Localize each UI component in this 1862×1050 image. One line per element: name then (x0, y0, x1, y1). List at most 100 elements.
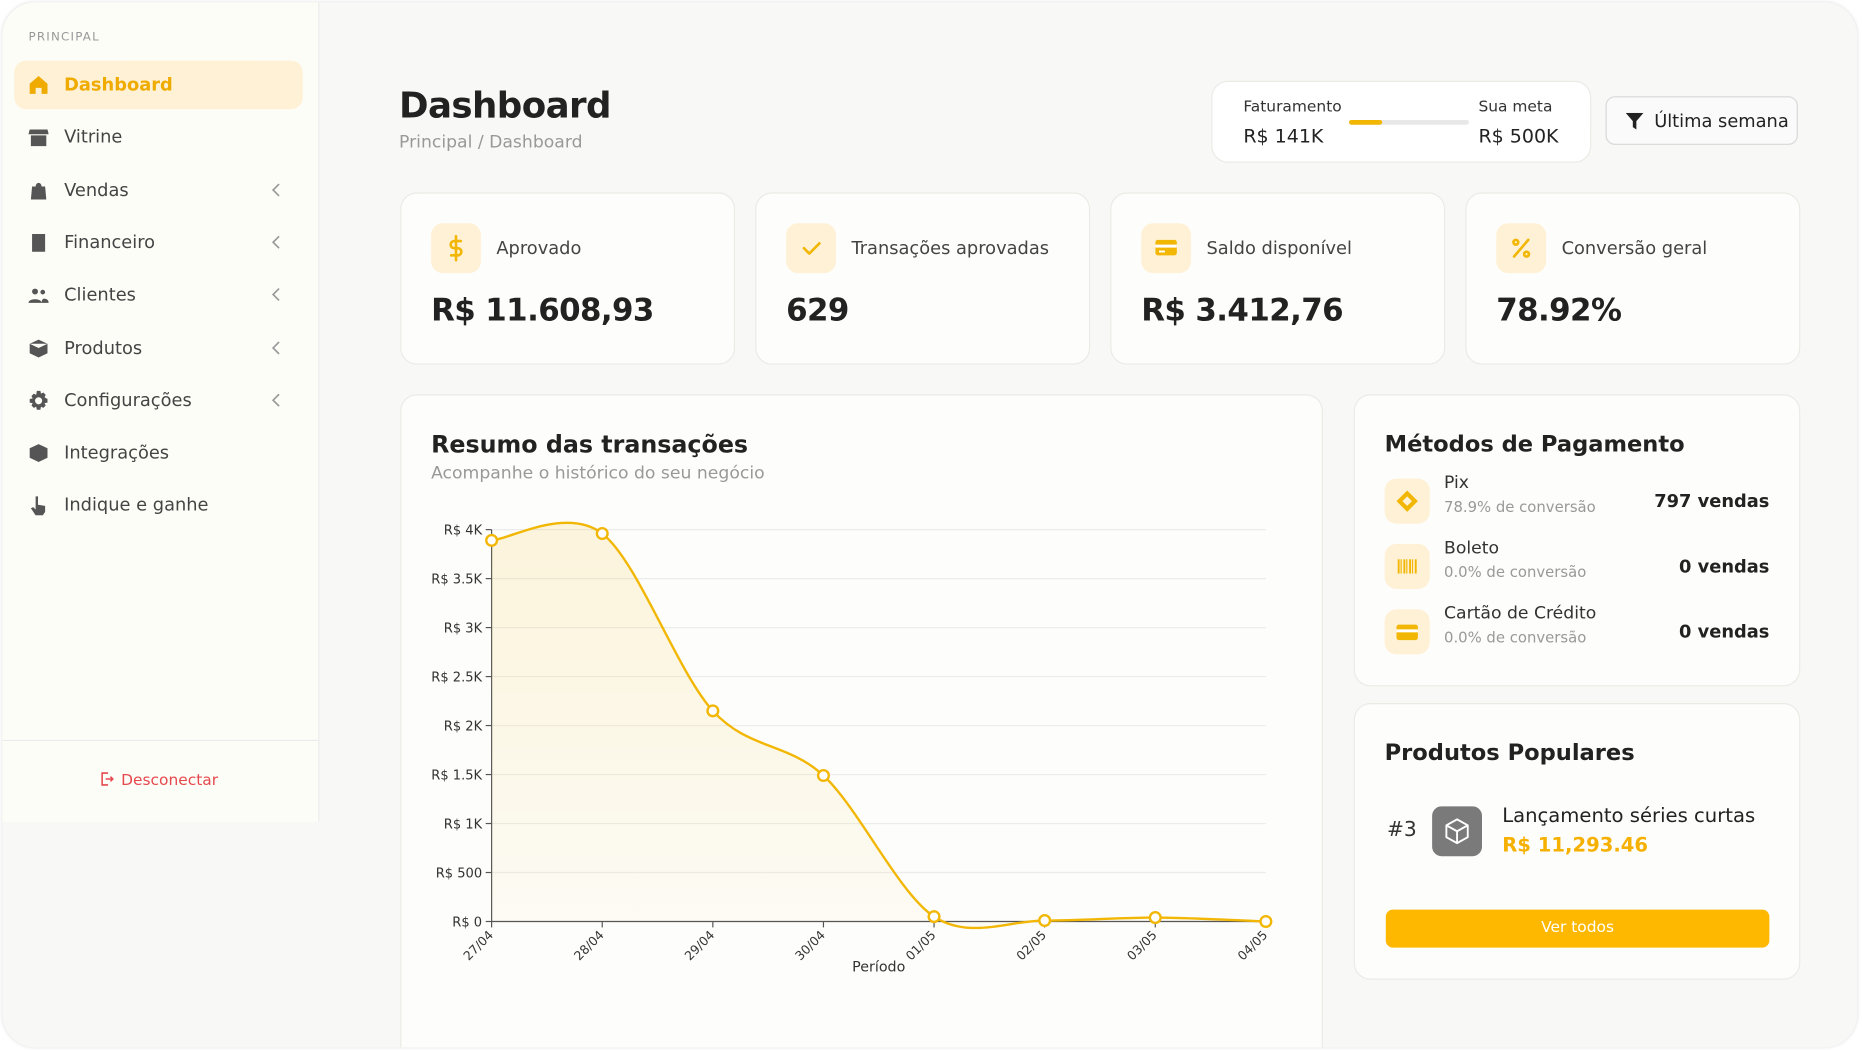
icon-shape (30, 496, 46, 516)
icon (32, 233, 46, 252)
icon-shape (1414, 559, 1417, 574)
x-tick-label: 30/04 (792, 927, 828, 963)
chevron-shape (271, 393, 280, 407)
icon (1396, 490, 1418, 512)
icon-shape (1397, 559, 1400, 574)
nav-item[interactable]: Integrações (14, 429, 303, 478)
goal-progress (1349, 119, 1469, 125)
icon-shape (30, 182, 47, 200)
chevron-shape (271, 340, 280, 354)
x-tick-label: 01/05 (903, 927, 939, 963)
point (1038, 913, 1052, 928)
payments-card: Métodos de Pagamento Pix 78.9% de convers… (1353, 394, 1801, 687)
icon-shape (1512, 238, 1531, 258)
nav-label: Integrações (64, 441, 170, 464)
stat-label: Conversão geral (1561, 237, 1708, 259)
icon-shape (29, 444, 48, 463)
product-icon (1432, 806, 1482, 857)
goal-progress-fill (1349, 119, 1383, 125)
icon-shape (1403, 559, 1406, 574)
x-tick-label: 27/04 (460, 927, 496, 963)
point (595, 527, 609, 541)
icon-shape (1155, 244, 1177, 248)
icon (1155, 239, 1177, 256)
nav-item[interactable]: Financeiro (14, 218, 303, 267)
stat-icon (1496, 223, 1547, 274)
icon (29, 444, 48, 463)
stat-label: Saldo disponível (1206, 237, 1352, 259)
logout-button[interactable]: Desconectar (100, 772, 218, 790)
icon-shape (1159, 250, 1165, 253)
nav-item[interactable]: Clientes (14, 271, 303, 320)
nav-item[interactable]: Vendas (14, 166, 303, 215)
stat-value: 78.92% (1496, 293, 1622, 329)
nav-item[interactable]: Produtos (14, 324, 303, 373)
payment-name: Pix (1444, 473, 1469, 493)
x-axis-label: Período (852, 959, 905, 975)
icon (1397, 559, 1417, 574)
nav-label: Clientes (64, 284, 136, 306)
icon-shape (29, 76, 48, 94)
icon (449, 235, 463, 262)
point (1148, 911, 1162, 925)
nav-item[interactable]: Configurações (14, 376, 303, 425)
target-label: Sua meta (1478, 98, 1553, 117)
chart-title: Resumo das transações (431, 429, 749, 459)
icon-shape (1411, 559, 1414, 574)
icon (30, 496, 46, 516)
goal-value: R$ 141K (1243, 124, 1324, 148)
x-tick-label: 03/05 (1124, 927, 1160, 963)
section-label: PRINCIPAL (28, 30, 100, 44)
stat-icon (786, 223, 836, 274)
y-tick-label: R$ 2K (444, 719, 483, 734)
chevron-shape (271, 182, 280, 197)
popular-title: Produtos Populares (1384, 739, 1635, 766)
stat-card: Conversão geral 78.92% (1465, 192, 1801, 365)
x-tick-label: 28/04 (571, 927, 607, 963)
goal-label: Faturamento (1243, 98, 1342, 117)
payment-icon (1384, 609, 1430, 655)
goal-widget: Faturamento R$ 141K Sua meta R$ 500K (1211, 80, 1592, 163)
chevron (271, 340, 280, 354)
payments-title: Métodos de Pagamento (1384, 431, 1685, 458)
nav-item[interactable]: Vitrine (14, 113, 303, 162)
icon (29, 76, 48, 94)
product-price: R$ 11,293.46 (1502, 833, 1649, 857)
x-tick-label: 04/05 (1234, 927, 1270, 963)
stat-value: R$ 11.608,93 (431, 293, 654, 329)
product-rank: #3 (1387, 818, 1417, 842)
icon-shape (1400, 559, 1402, 574)
nav-label: Vitrine (64, 126, 123, 148)
stat-value: 629 (786, 293, 849, 329)
chart-subtitle: Acompanhe o histórico do seu negócio (431, 464, 765, 484)
divider (2, 739, 319, 741)
payment-conversion: 0.0% de conversão (1444, 628, 1587, 646)
payment-conversion: 78.9% de conversão (1444, 497, 1596, 516)
payment-icon (1384, 543, 1430, 589)
icon-shape (29, 339, 48, 357)
y-tick-label: R$ 2.5K (431, 670, 482, 685)
point (927, 910, 941, 924)
chevron-shape (271, 288, 280, 302)
stat-label: Aprovado (496, 237, 582, 259)
chevron (271, 182, 280, 197)
sidebar: PRINCIPAL Dashboard Vitrine Vendas Financei… (2, 2, 320, 822)
area (491, 522, 1266, 928)
payment-icon (1384, 478, 1430, 524)
y-tick-label: R$ 3K (444, 621, 483, 636)
popular-card: Produtos Populares #3 Lançamento séries … (1353, 703, 1801, 980)
nav-label: Vendas (64, 178, 129, 201)
nav-item[interactable]: Indique e ganhe (14, 481, 303, 530)
filter-button[interactable]: Última semana (1605, 96, 1798, 145)
icon (802, 242, 821, 255)
nav-label: Indique e ganhe (64, 494, 209, 516)
icon (1512, 238, 1531, 258)
payment-conversion: 0.0% de conversão (1444, 562, 1587, 581)
point (816, 768, 830, 783)
x-tick-label: 29/04 (681, 927, 717, 963)
view-all-button[interactable]: Ver todos (1385, 909, 1770, 948)
nav-item[interactable]: Dashboard (14, 60, 303, 110)
icon-shape (32, 233, 46, 252)
icon-shape (28, 288, 49, 304)
